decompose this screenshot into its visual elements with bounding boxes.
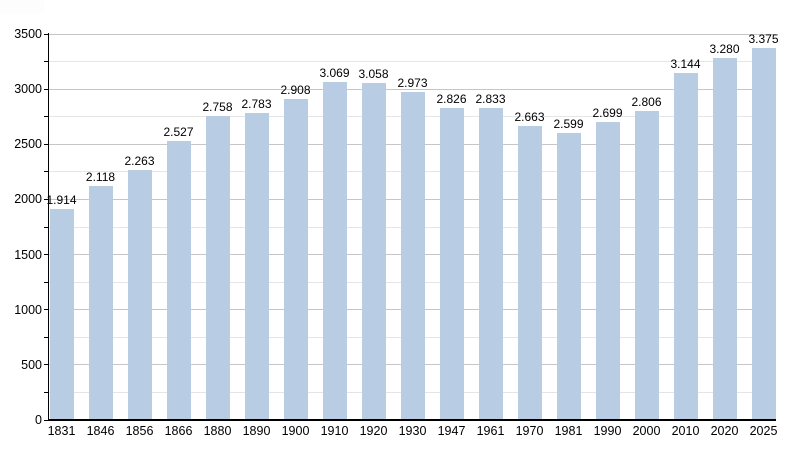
bar-1930: [400, 92, 425, 420]
bar-value-label: 2.783: [241, 97, 272, 112]
bar-value-label: 3.058: [358, 66, 389, 81]
x-tick-label: 1990: [593, 424, 622, 438]
x-tick-label: 1930: [398, 424, 427, 438]
y-tick-label: 2000: [14, 192, 42, 207]
bar-1890: [244, 113, 269, 420]
bar-value-label: 2.758: [202, 99, 233, 114]
bar-value-label: 2.663: [514, 110, 545, 125]
x-tick-label: 1970: [515, 424, 544, 438]
bar-1910: [322, 81, 347, 420]
y-axis: [48, 33, 49, 421]
y-tick-label: 3500: [14, 27, 42, 41]
y-axis-tick: [44, 33, 49, 35]
y-axis-tick: [44, 61, 49, 63]
x-tick-label: 1961: [476, 424, 505, 438]
bar-value-label: 2.527: [163, 125, 194, 140]
bar-value-label: 2.118: [85, 170, 116, 185]
y-axis-tick: [44, 419, 49, 421]
y-axis-tick: [44, 364, 49, 366]
bar-1831: [49, 208, 74, 420]
x-tick-label: 2025: [749, 424, 778, 438]
y-axis-tick: [44, 309, 49, 311]
y-axis-tick: [44, 226, 49, 228]
bar-1846: [88, 186, 113, 420]
x-tick-label: 1831: [47, 424, 76, 438]
bar-value-label: 2.599: [553, 117, 584, 132]
y-axis-tick: [44, 281, 49, 283]
x-tick-label: 1900: [281, 424, 310, 438]
bar-value-label: 2.806: [631, 94, 662, 109]
bar-2025: [751, 47, 776, 420]
bar-1990: [595, 122, 620, 420]
y-tick-label: 0: [35, 413, 42, 427]
y-tick-label: 2500: [14, 137, 42, 152]
x-tick-label: 1856: [125, 424, 154, 438]
y-axis-tick: [44, 171, 49, 173]
x-tick-label: 2010: [671, 424, 700, 438]
bar-value-label: 2.973: [397, 76, 428, 91]
y-tick-label: 1500: [14, 247, 42, 262]
x-axis: [48, 419, 776, 421]
minor-gridline: [49, 61, 776, 63]
x-tick-label: 1947: [437, 424, 466, 438]
x-tick-label: 2020: [710, 424, 739, 438]
bar-1866: [166, 141, 191, 420]
bar-1880: [205, 115, 230, 420]
bar-value-label: 2.826: [436, 92, 467, 107]
bar-2000: [634, 110, 659, 420]
bar-value-label: 2.699: [592, 106, 623, 121]
bar-1947: [439, 108, 464, 420]
y-axis-tick: [44, 88, 49, 90]
major-gridline: [49, 33, 776, 35]
bar-value-label: 1.914: [46, 192, 77, 207]
x-tick-label: 1920: [359, 424, 388, 438]
y-tick-label: 3000: [14, 82, 42, 97]
corner-artifact: [0, 0, 44, 14]
major-gridline: [49, 88, 776, 90]
x-tick-label: 1981: [554, 424, 583, 438]
bar-1900: [283, 99, 308, 420]
bar-value-label: 3.069: [319, 65, 350, 80]
bar-2010: [673, 73, 698, 420]
bar-1961: [478, 107, 503, 420]
y-axis-tick: [44, 336, 49, 338]
bar-1981: [556, 133, 581, 420]
bar-value-label: 3.144: [670, 57, 701, 72]
bar-1970: [517, 126, 542, 420]
y-axis-tick: [44, 143, 49, 145]
bar-1856: [127, 170, 152, 420]
bar-value-label: 2.908: [280, 83, 311, 98]
y-tick-label: 1000: [14, 302, 42, 317]
y-axis-tick: [44, 391, 49, 393]
x-tick-label: 1880: [203, 424, 232, 438]
y-axis-tick: [44, 198, 49, 200]
bar-value-label: 2.263: [124, 154, 155, 169]
bar-value-label: 3.280: [709, 42, 740, 57]
x-tick-label: 2000: [632, 424, 661, 438]
y-axis-tick: [44, 116, 49, 118]
x-tick-label: 1866: [164, 424, 193, 438]
x-tick-label: 1846: [86, 424, 115, 438]
bar-1920: [361, 82, 386, 420]
y-tick-label: 500: [21, 357, 42, 372]
x-tick-label: 1890: [242, 424, 271, 438]
y-axis-tick: [44, 254, 49, 256]
x-tick-label: 1910: [320, 424, 349, 438]
bar-2020: [712, 58, 737, 420]
bar-value-label: 2.833: [475, 91, 506, 106]
bar-value-label: 3.375: [748, 31, 779, 46]
